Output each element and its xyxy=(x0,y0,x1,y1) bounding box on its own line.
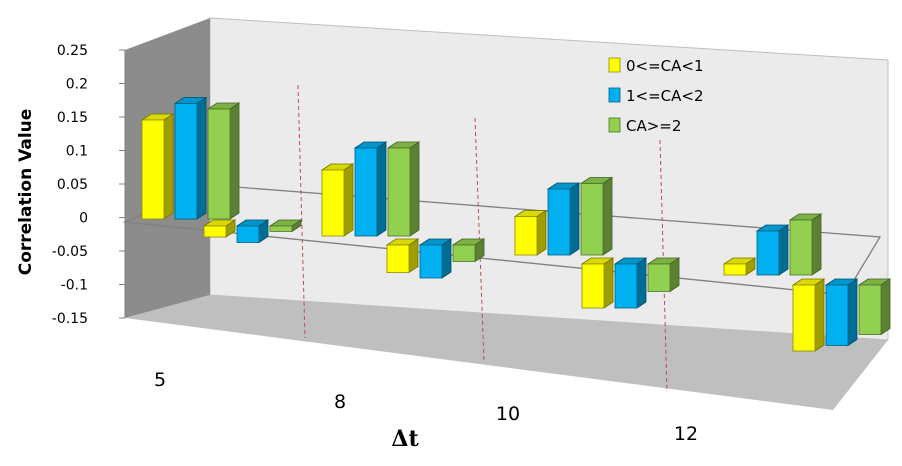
bar xyxy=(824,278,859,347)
bar xyxy=(418,238,453,279)
bar xyxy=(546,182,581,256)
floor xyxy=(125,295,888,410)
x-axis-label: Δt xyxy=(391,426,419,452)
bar xyxy=(235,219,270,244)
legend: 0<=CA<1 1<=CA<2 CA>=2 xyxy=(608,57,704,135)
y-tick-label: -0.15 xyxy=(52,311,88,327)
category-label: 12 xyxy=(674,423,698,445)
bar xyxy=(613,257,648,309)
bar xyxy=(722,257,757,276)
legend-label: 0<=CA<1 xyxy=(626,57,704,75)
bar xyxy=(755,224,790,276)
bar xyxy=(513,209,548,256)
legend-swatch xyxy=(608,117,621,133)
category-label: 10 xyxy=(496,403,520,425)
bar xyxy=(857,278,892,336)
y-tick-label: -0.05 xyxy=(52,244,88,260)
bar xyxy=(268,219,303,233)
bar xyxy=(451,238,486,263)
bar xyxy=(579,176,614,256)
y-tick-label: 0.2 xyxy=(66,77,88,93)
legend-swatch xyxy=(608,57,621,73)
y-tick-label: 0.05 xyxy=(57,177,88,193)
bar xyxy=(386,141,421,237)
bar xyxy=(202,219,237,238)
bar xyxy=(140,113,175,220)
bar xyxy=(173,96,208,220)
y-tick-label: 0.25 xyxy=(57,43,88,59)
legend-swatch xyxy=(608,87,621,103)
legend-label: CA>=2 xyxy=(626,117,681,135)
bar xyxy=(791,278,826,352)
bar xyxy=(353,141,388,237)
bar xyxy=(788,213,823,276)
legend-label: 1<=CA<2 xyxy=(626,87,704,105)
category-label: 8 xyxy=(334,391,346,413)
category-separator xyxy=(297,84,306,339)
bar xyxy=(206,102,241,220)
bar xyxy=(320,163,355,237)
bar xyxy=(580,257,615,309)
back-wall xyxy=(209,17,889,341)
category-label: 5 xyxy=(154,369,166,391)
y-tick-label: -0.1 xyxy=(61,278,88,294)
y-tick-label: 0 xyxy=(79,211,88,227)
bar xyxy=(385,238,420,274)
y-tick-label: 0.1 xyxy=(66,144,88,160)
y-axis-label: Correlation Value xyxy=(16,109,36,276)
bar xyxy=(646,257,681,293)
y-tick-label: 0.15 xyxy=(57,110,88,126)
